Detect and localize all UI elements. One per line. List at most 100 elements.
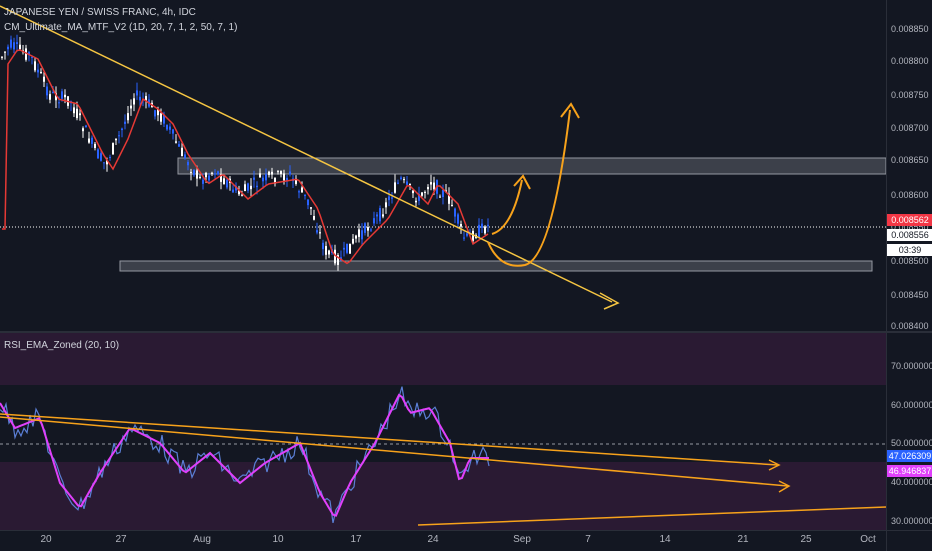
resistance-zone[interactable]: [177, 157, 886, 175]
indicator-legend[interactable]: CM_Ultimate_MA_MTF_V2 (1D, 20, 7, 1, 2, …: [4, 22, 238, 33]
candle-body: [64, 94, 66, 98]
candle-body: [1, 56, 3, 58]
time-axis[interactable]: 20 27 Aug 10 17 24 Sep 7 14 21 25 Oct: [0, 530, 886, 551]
rsi-value-tag: 47.026309: [887, 450, 932, 462]
candle-body: [184, 154, 186, 159]
rsi-legend[interactable]: RSI_EMA_Zoned (20, 10): [4, 340, 120, 351]
candle-body: [397, 182, 399, 184]
symbol-title[interactable]: JAPANESE YEN / SWISS FRANC, 4h, IDC: [4, 7, 196, 18]
candle-body: [454, 208, 456, 217]
candle-body: [466, 233, 468, 236]
candle-body: [286, 177, 288, 181]
candle-body: [418, 194, 420, 201]
candle-body: [40, 71, 42, 74]
candle-body: [358, 229, 360, 237]
candle-body: [415, 200, 417, 203]
candle-body: [391, 197, 393, 199]
time-tick-label: 10: [272, 534, 284, 545]
time-tick-label: 20: [40, 534, 52, 545]
candle-body: [244, 184, 246, 192]
price-tick-label: 0.008800: [891, 56, 929, 66]
price-axis[interactable]: 0.008850 0.008800 0.008750 0.008700 0.008650…: [886, 0, 932, 331]
candle-body: [97, 149, 99, 159]
candle-body: [334, 249, 336, 264]
candle-body: [7, 46, 9, 50]
price-tick-label: 0.008700: [891, 123, 929, 133]
price-tick-label: 0.008400: [891, 321, 929, 331]
candle-body: [376, 214, 378, 217]
candle-body: [298, 191, 300, 193]
rsi-axis[interactable]: 70.000000 60.000000 50.000000 40.000000 30.0…: [886, 333, 932, 530]
candle-body: [304, 194, 306, 197]
rsi-line: [0, 386, 490, 524]
candle-body: [58, 102, 60, 104]
candle-body: [325, 246, 327, 255]
candle-body: [109, 156, 111, 159]
candle-body: [166, 124, 168, 130]
time-tick-label: 14: [659, 534, 671, 545]
projection-arrow-long[interactable]: [487, 109, 571, 267]
rsi-trendline-rising[interactable]: [417, 506, 886, 526]
candle-body: [250, 185, 252, 190]
candle-body: [76, 108, 78, 119]
trendline-arrowhead: [599, 292, 620, 310]
candle-body: [118, 135, 120, 137]
price-tick-label: 0.008450: [891, 290, 929, 300]
candle-body: [205, 172, 207, 178]
candle-body: [160, 113, 162, 122]
time-tick-label: 25: [800, 534, 812, 545]
candle-body: [262, 177, 264, 182]
price-tag: 0.008556: [887, 229, 932, 241]
candle-body: [352, 238, 354, 244]
pane-divider[interactable]: [0, 331, 932, 333]
descending-trendline[interactable]: [0, 5, 613, 303]
candle-body: [226, 179, 228, 188]
candle-body: [208, 175, 210, 181]
candle-body: [313, 216, 315, 220]
candle-body: [82, 128, 84, 132]
candle-body: [367, 227, 369, 231]
candle-body: [403, 179, 405, 181]
candle-body: [223, 178, 225, 185]
candle-body: [133, 98, 135, 105]
candle-body: [241, 194, 243, 196]
rsi-trendline-1[interactable]: [0, 413, 779, 466]
candle-body: [481, 223, 483, 228]
candle-body: [172, 129, 174, 134]
candle-body: [61, 91, 63, 99]
moving-average-line: [2, 49, 489, 265]
candle-body: [175, 141, 177, 143]
candle-body: [181, 147, 183, 157]
candle-body: [277, 171, 279, 173]
candle-body: [283, 173, 285, 181]
candle-body: [346, 243, 348, 253]
price-tag: 0.008562: [887, 214, 932, 226]
rsi-pane[interactable]: RSI_EMA_Zoned (20, 10): [0, 333, 886, 530]
rsi-ema-line: [0, 393, 489, 517]
price-tick-label: 0.008500: [891, 256, 929, 266]
candle-body: [316, 230, 318, 233]
rsi-trendline-2[interactable]: [0, 416, 789, 487]
time-tick-label: 7: [585, 534, 591, 545]
candle-body: [271, 171, 273, 175]
axis-corner: [886, 530, 932, 551]
rsi-canvas[interactable]: [0, 333, 886, 530]
candle-body: [169, 126, 171, 130]
candle-body: [382, 214, 384, 217]
rsi-tick-label: 70.000000: [891, 361, 932, 371]
candle-body: [232, 189, 234, 193]
candle-body: [214, 173, 216, 175]
candle-body: [343, 247, 345, 250]
price-chart-canvas[interactable]: [0, 0, 886, 332]
candle-body: [73, 107, 75, 114]
support-zone[interactable]: [119, 260, 873, 272]
projection-arrow-short[interactable]: [491, 179, 523, 235]
candle-body: [478, 224, 480, 238]
candle-body: [91, 137, 93, 144]
candle-body: [409, 183, 411, 186]
candle-body: [370, 229, 372, 231]
price-chart-pane[interactable]: JAPANESE YEN / SWISS FRANC, 4h, IDC CM_U…: [0, 0, 886, 332]
candle-body: [379, 208, 381, 222]
candle-body: [385, 202, 387, 208]
time-tick-label: Aug: [193, 534, 211, 545]
